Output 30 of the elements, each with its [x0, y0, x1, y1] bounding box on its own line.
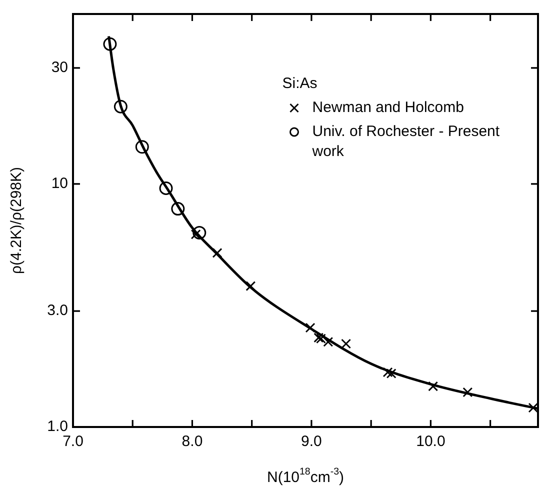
legend-label: Newman and Holcomb [312, 99, 464, 116]
point [135, 140, 149, 154]
y-tick-label: 30 [51, 59, 68, 76]
point [386, 368, 396, 378]
point [159, 181, 173, 195]
y-tick-label: 1.0 [47, 418, 68, 436]
point [314, 332, 324, 343]
point [103, 37, 117, 51]
x-tick-label: 8.0 [182, 433, 203, 450]
point [246, 281, 256, 292]
point [323, 336, 334, 347]
point [212, 248, 222, 258]
y-axis-title: ρ(4.2K)/ρ(298K) [8, 166, 26, 274]
point [316, 334, 326, 344]
point [341, 338, 352, 349]
point [528, 402, 538, 413]
point [114, 100, 128, 114]
point [382, 367, 393, 378]
x-tick-label: 9.0 [301, 433, 322, 450]
x-tick-label: 7.0 [62, 433, 84, 450]
point [171, 202, 185, 216]
point [305, 322, 316, 333]
legend-title: Si:As [282, 75, 318, 92]
point [462, 387, 473, 398]
x-tick-label: 10.0 [416, 433, 446, 450]
y-tick-label: 10 [51, 175, 68, 192]
legend-label: Univ. of Rochester - Present work [311, 123, 500, 160]
y-tick-label: 3.0 [47, 302, 68, 320]
point [192, 226, 206, 240]
point [428, 381, 438, 392]
